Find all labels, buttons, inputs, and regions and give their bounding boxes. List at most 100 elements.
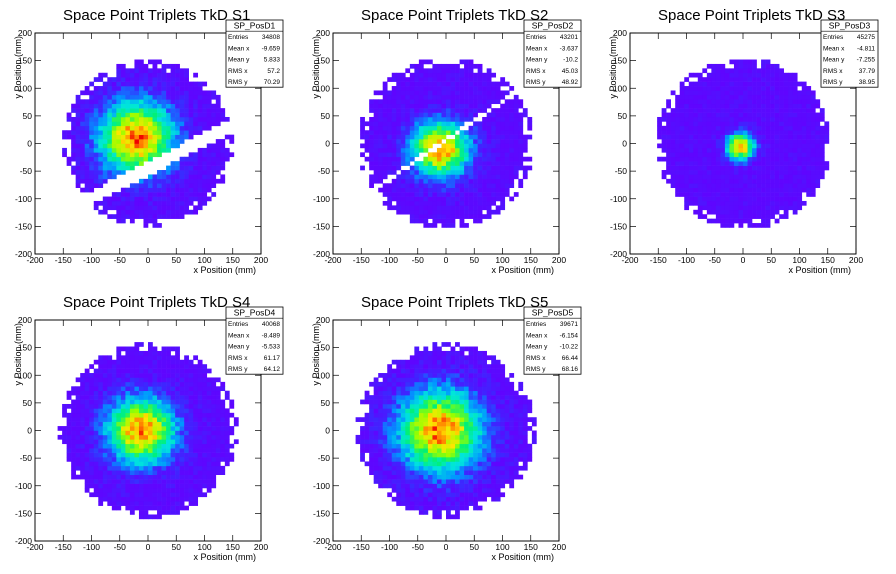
heatmap-cell	[66, 161, 72, 166]
heatmap-cell	[224, 448, 230, 453]
heatmap-cell	[779, 174, 784, 180]
heatmap-cell	[500, 192, 506, 197]
heatmap-cell	[414, 430, 420, 436]
heatmap-cell	[797, 112, 803, 118]
heatmap-cell	[134, 130, 140, 135]
heatmap-cell	[175, 170, 180, 175]
heatmap-cell	[193, 479, 199, 484]
heatmap-cell	[473, 99, 478, 105]
heatmap-cell	[679, 108, 685, 113]
heatmap-cell	[125, 373, 131, 378]
heatmap-cell	[697, 103, 703, 109]
heatmap-cell	[815, 143, 821, 149]
heatmap-cell	[71, 439, 76, 445]
heatmap-cell	[120, 205, 126, 211]
heatmap-cell	[670, 156, 676, 162]
heatmap-cell	[175, 408, 180, 414]
heatmap-cell	[464, 103, 469, 109]
heatmap-cell	[441, 174, 447, 180]
heatmap-cell	[211, 90, 217, 96]
heatmap-cell	[161, 125, 167, 131]
heatmap-cell	[170, 112, 176, 118]
heatmap-cell	[93, 121, 99, 127]
heatmap-cell	[161, 368, 167, 374]
heatmap-cell	[724, 205, 730, 211]
heatmap-cell	[224, 417, 230, 422]
heatmap-cell	[134, 479, 140, 484]
heatmap-cell	[797, 183, 803, 188]
heatmap-cell	[391, 147, 397, 153]
heatmap-cell	[143, 470, 149, 475]
heatmap-cell	[391, 165, 397, 171]
heatmap-cell	[427, 200, 433, 206]
heatmap-cell	[148, 350, 153, 356]
heatmap-cell	[423, 103, 429, 109]
heatmap-cell	[706, 205, 712, 211]
heatmap-cell	[98, 426, 104, 431]
heatmap-cell	[157, 192, 162, 197]
heatmap-cell	[143, 355, 149, 361]
stats-label: RMS y	[228, 79, 248, 86]
heatmap-cell	[436, 68, 442, 74]
heatmap-cell	[152, 355, 158, 361]
heatmap-cell	[170, 390, 176, 396]
heatmap-cell	[93, 421, 99, 427]
heatmap-cell	[188, 178, 194, 184]
heatmap-cell	[391, 178, 397, 184]
heatmap-cell	[400, 474, 406, 480]
heatmap-cell	[518, 152, 524, 158]
heatmap-cell	[98, 134, 104, 140]
heatmap-cell	[148, 434, 153, 440]
heatmap-cell	[116, 483, 122, 489]
heatmap-cell	[724, 94, 730, 100]
heatmap-cell	[143, 223, 149, 228]
heatmap-cell	[170, 377, 176, 383]
heatmap-cell	[197, 161, 203, 166]
heatmap-cell	[148, 205, 153, 211]
heatmap-cell	[175, 510, 180, 515]
heatmap-cell	[120, 90, 126, 96]
heatmap-cell	[391, 143, 397, 149]
heatmap-cell	[93, 86, 99, 91]
heatmap-cell	[482, 81, 487, 87]
heatmap-cell	[102, 457, 108, 462]
heatmap-cell	[423, 470, 429, 475]
heatmap-cell	[152, 417, 158, 422]
heatmap-cell	[75, 121, 81, 127]
heatmap-cell	[459, 68, 465, 74]
stats-value: 38.95	[859, 79, 876, 86]
heatmap-cell	[157, 364, 162, 369]
heatmap-cell	[432, 130, 438, 135]
heatmap-cell	[400, 373, 406, 378]
heatmap-cell	[138, 68, 144, 74]
heatmap-cell	[229, 399, 235, 405]
heatmap-cell	[675, 161, 681, 166]
heatmap-cell	[71, 121, 76, 127]
heatmap-cell	[111, 121, 117, 127]
heatmap-cell	[170, 116, 176, 122]
heatmap-cell	[102, 108, 108, 113]
heatmap-cell	[202, 465, 208, 471]
heatmap-cell	[423, 465, 429, 471]
heatmap-cell	[729, 130, 735, 135]
heatmap-cell	[193, 448, 199, 453]
heatmap-cell	[405, 196, 411, 202]
heatmap-cell	[733, 143, 739, 149]
heatmap-cell	[197, 439, 203, 445]
heatmap-cell	[779, 214, 784, 219]
heatmap-cell	[756, 192, 762, 197]
heatmap-cell	[464, 59, 469, 65]
heatmap-cell	[197, 470, 203, 475]
heatmap-cell	[482, 214, 487, 219]
heatmap-cell	[702, 116, 708, 122]
heatmap-cell	[134, 487, 140, 493]
heatmap-cell	[382, 426, 388, 431]
heatmap-cell	[120, 121, 126, 127]
heatmap-cell	[129, 134, 135, 140]
heatmap-cell	[143, 465, 149, 471]
stats-label: Entries	[228, 321, 249, 328]
heatmap-cell	[486, 192, 492, 197]
heatmap-cell	[504, 174, 510, 180]
heatmap-cell	[432, 112, 438, 118]
heatmap-cell	[396, 479, 402, 484]
